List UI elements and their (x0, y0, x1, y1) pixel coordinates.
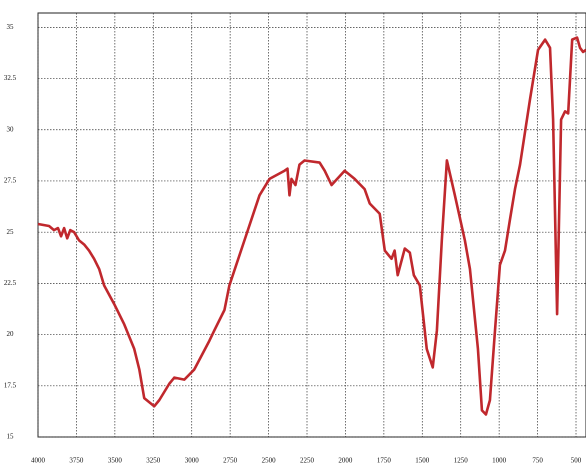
y-tick-label: 22.5 (4, 279, 17, 287)
x-tick-label: 3500 (108, 457, 123, 465)
x-tick-label: 1250 (454, 457, 469, 465)
x-tick-label: 2500 (262, 457, 277, 465)
plot-frame (37, 12, 586, 438)
x-tick-label: 3750 (69, 457, 84, 465)
y-tick-label: 15 (7, 433, 15, 441)
y-tick-label: 25 (7, 228, 15, 236)
x-tick-label: 2000 (338, 457, 353, 465)
x-tick-label: 1000 (492, 457, 507, 465)
x-tick-label: 4000 (31, 457, 46, 465)
y-tick-label: 30 (7, 125, 15, 133)
y-tick-label: 35 (7, 23, 15, 31)
y-tick-label: 20 (7, 330, 15, 338)
x-tick-label: 1500 (415, 457, 430, 465)
x-tick-label: 3000 (185, 457, 200, 465)
spectrum-line (37, 36, 586, 416)
x-tick-label: 3250 (146, 457, 161, 465)
y-tick-label: 27.5 (4, 177, 17, 185)
y-tick-label: 32.5 (4, 74, 17, 82)
x-tick-label: 750 (532, 457, 543, 465)
x-tick-label: 2250 (300, 457, 315, 465)
x-tick-label: 500 (571, 457, 582, 465)
y-tick-label: 17.5 (4, 381, 17, 389)
x-tick-label: 2750 (223, 457, 238, 465)
x-tick-label: 1750 (377, 457, 392, 465)
